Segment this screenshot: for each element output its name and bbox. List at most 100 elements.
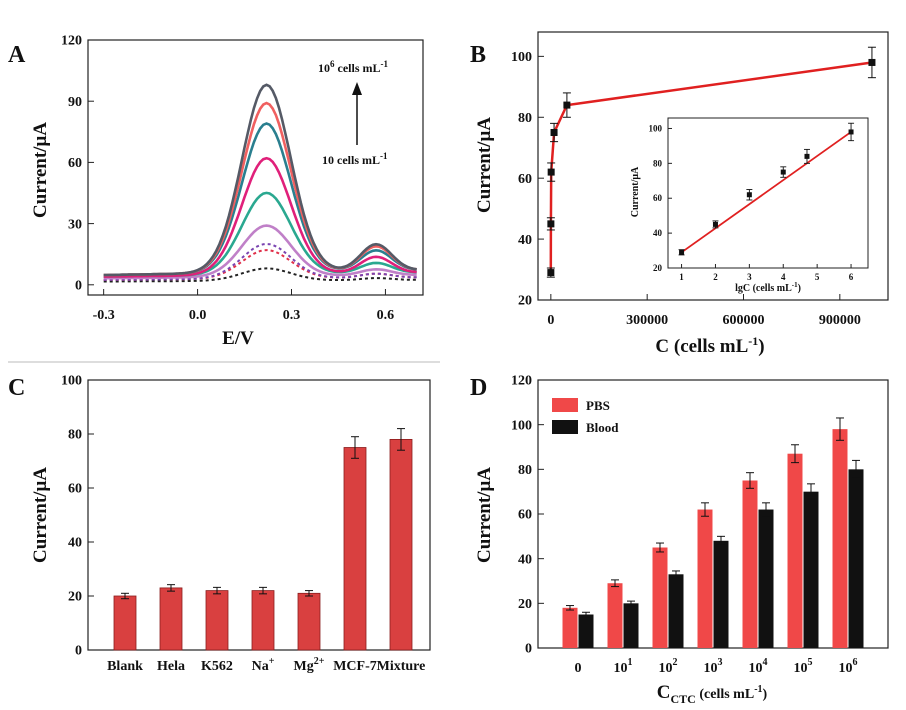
panel-c-bars: Blank Hela K562 Na+ Mg2+ MCF-7 Mixture xyxy=(107,428,426,674)
x-tick-label: 900000 xyxy=(819,313,861,328)
y-tick-label: 80 xyxy=(653,158,663,168)
y-tick-label: 100 xyxy=(61,374,82,389)
bar-pbs xyxy=(562,607,578,648)
bar xyxy=(389,438,413,651)
y-tick-label: 40 xyxy=(518,233,532,248)
inset-data xyxy=(678,122,855,256)
bar xyxy=(343,447,367,651)
y-tick-label: 0 xyxy=(75,278,82,293)
y-tick-label: 100 xyxy=(511,418,532,433)
panel-d-bars: 0 101 102 103 104 105 106 xyxy=(562,417,864,676)
legend-swatch xyxy=(552,398,578,412)
y-tick-label: 0 xyxy=(75,644,82,659)
category-label: 101 xyxy=(614,657,633,676)
y-tick-label: 100 xyxy=(511,50,532,65)
x-tick-label: -0.3 xyxy=(93,308,115,323)
panel-d-legend: PBS Blood xyxy=(552,398,619,435)
inset-data-point xyxy=(804,153,810,159)
panel-a: A 0 30 60 90 120 -0.3 0.0 0.3 0.6 106 cells mL-1… xyxy=(8,34,424,349)
data-point xyxy=(868,58,876,66)
bar-blood xyxy=(713,540,729,648)
panel-b: B 20 40 60 80 100 0 300000 600000 900000 C (cell… xyxy=(470,31,889,357)
category-label: 0 xyxy=(575,661,582,676)
category-label: Mixture xyxy=(377,659,426,674)
voltammogram-curve xyxy=(103,191,417,278)
panel-d-letter: D xyxy=(470,375,487,401)
inset-xlabel: lgC (cells mL-1) xyxy=(735,281,801,294)
x-tick-label: 300000 xyxy=(626,313,668,328)
y-tick-label: 60 xyxy=(518,508,532,523)
bar-blood xyxy=(578,614,594,648)
inset-data-point xyxy=(679,249,685,255)
panel-c: C 0 20 40 60 80 100 Blank Hela K562 Na+ Mg2+ MCF-7… xyxy=(8,374,431,674)
panel-a-curves xyxy=(103,83,417,283)
inset-data-point xyxy=(712,221,718,227)
voltammogram-curve xyxy=(103,267,417,283)
y-tick-label: 40 xyxy=(518,552,532,567)
bar-blood xyxy=(803,491,819,648)
bar-pbs xyxy=(832,429,848,648)
panel-d: D 0 20 40 60 80 100 120 0 101 102 103 104 105 106 PB… xyxy=(470,374,889,706)
y-tick-label: 40 xyxy=(653,228,663,238)
annotation-arrow-head xyxy=(352,82,362,95)
x-tick-label: 0 xyxy=(547,313,554,328)
data-point xyxy=(547,220,555,228)
y-tick-label: 40 xyxy=(68,536,82,551)
legend-label: Blood xyxy=(586,420,619,435)
category-label: MCF-7 xyxy=(333,659,377,674)
y-tick-label: 0 xyxy=(525,642,532,657)
category-label: 102 xyxy=(659,657,678,676)
x-tick-label: 600000 xyxy=(723,313,765,328)
y-tick-label: 20 xyxy=(518,294,532,309)
bar xyxy=(251,590,275,651)
data-point xyxy=(550,129,558,136)
voltammogram-curve xyxy=(103,224,417,280)
x-tick-label: 1 xyxy=(679,272,684,282)
bar-pbs xyxy=(742,480,758,648)
x-tick-label: 3 xyxy=(747,272,752,282)
category-label: 105 xyxy=(794,657,813,676)
y-tick-label: 80 xyxy=(518,111,532,126)
panel-a-ylabel: Current/μA xyxy=(30,122,51,218)
category-label: 106 xyxy=(839,657,858,676)
voltammogram-curve xyxy=(103,156,417,278)
bar xyxy=(159,587,183,651)
inset-data-point xyxy=(746,192,752,198)
y-tick-label: 20 xyxy=(653,263,663,273)
y-tick-label: 30 xyxy=(68,217,82,232)
x-tick-label: 0.0 xyxy=(189,308,207,323)
data-point xyxy=(547,269,555,277)
bar-blood xyxy=(848,469,864,648)
annotation-top-label: 106 cells mL-1 xyxy=(318,59,388,75)
category-label: Hela xyxy=(157,659,185,674)
bar-blood xyxy=(668,574,684,648)
panel-d-xlabel: CCTC (cells mL-1) xyxy=(657,682,768,706)
bar-pbs xyxy=(697,509,713,648)
voltammogram-curve xyxy=(103,122,417,277)
category-label: Mg2+ xyxy=(294,656,325,674)
panel-b-frame xyxy=(537,31,889,301)
bar-pbs xyxy=(787,453,803,648)
category-label: K562 xyxy=(201,659,233,674)
y-tick-label: 60 xyxy=(518,172,532,187)
bar xyxy=(297,592,321,651)
y-tick-label: 100 xyxy=(649,123,663,133)
bar xyxy=(205,590,229,651)
panel-c-ylabel: Current/μA xyxy=(30,467,51,563)
panel-c-letter: C xyxy=(8,375,25,401)
y-tick-label: 120 xyxy=(511,374,532,389)
panel-c-ticks: 0 20 40 60 80 100 xyxy=(61,374,94,659)
voltammogram-curve xyxy=(103,249,417,281)
y-tick-label: 60 xyxy=(653,193,663,203)
panel-a-letter: A xyxy=(8,42,26,68)
x-tick-label: 2 xyxy=(713,272,718,282)
data-point xyxy=(563,101,571,109)
panel-b-letter: B xyxy=(470,42,486,68)
annotation-bottom-label: 10 cells mL-1 xyxy=(322,151,388,167)
bar xyxy=(113,595,137,651)
bar-pbs xyxy=(652,547,668,648)
y-tick-label: 60 xyxy=(68,156,82,171)
bar-pbs xyxy=(607,583,623,648)
data-point xyxy=(547,168,555,176)
legend-swatch xyxy=(552,420,578,434)
